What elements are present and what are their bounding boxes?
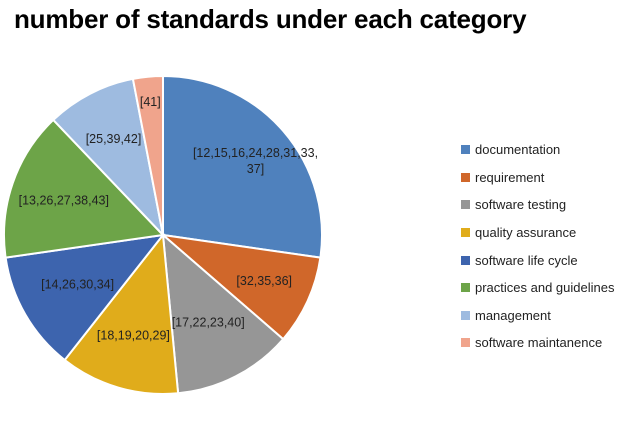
slice-label-quality-assurance: [18,19,20,29]: [97, 329, 170, 343]
legend-label: quality assurance: [475, 225, 577, 241]
slice-label-practices-and-guidelines: [13,26,27,38,43]: [19, 194, 109, 208]
legend-item-practices-and-guidelines: practices and guidelines: [461, 274, 633, 302]
legend-swatch: [461, 338, 470, 348]
pie-slice-software-testing: [161, 232, 285, 395]
slice-label-management: [25,39,42]: [86, 132, 142, 146]
slice-label-documentation: [12,15,16,24,28,31,33, 37]: [193, 146, 318, 176]
legend-item-software-maintanence: software maintanence: [461, 329, 633, 357]
legend-swatch: [461, 200, 470, 210]
legend-label: software maintanence: [475, 335, 603, 351]
legend-swatch: [461, 228, 470, 238]
legend-label: documentation: [475, 142, 561, 158]
legend-swatch: [461, 283, 470, 293]
legend-item-software-testing: software testing: [461, 191, 633, 219]
pie-slice-requirement: [159, 233, 322, 341]
pie-slice-documentation: [162, 74, 323, 259]
chart-title: number of standards under each category: [14, 4, 527, 34]
legend-swatch: [461, 172, 470, 182]
slice-label-software-life-cycle: [14,26,30,34]: [41, 277, 114, 291]
pie-slice-quality-assurance: [63, 232, 180, 395]
slice-label-software-maintanence: [41]: [140, 95, 161, 109]
legend-item-software-life-cycle: software life cycle: [461, 246, 633, 274]
legend-swatch: [461, 145, 470, 155]
chart-legend: documentation requirement software testing…: [461, 136, 633, 357]
slice-label-requirement: [32,35,36]: [236, 274, 292, 288]
pie-slice-practices-and-guidelines: [3, 118, 166, 259]
legend-item-requirement: requirement: [461, 164, 633, 192]
legend-item-management: management: [461, 302, 633, 330]
legend-label: practices and guidelines: [475, 280, 615, 296]
pie-slice-software-maintanence: [131, 74, 164, 236]
legend-label: software testing: [475, 197, 567, 213]
pie-slice-software-life-cycle: [4, 233, 166, 362]
legend-item-documentation: documentation: [461, 136, 633, 164]
legend-label: software life cycle: [475, 252, 578, 268]
legend-label: requirement: [475, 169, 545, 185]
legend-label: management: [475, 307, 551, 323]
legend-swatch: [461, 255, 470, 265]
pie-slice-management: [51, 77, 165, 239]
legend-swatch: [461, 310, 470, 320]
legend-item-quality-assurance: quality assurance: [461, 219, 633, 247]
slice-label-software-testing: [17,22,23,40]: [172, 316, 245, 330]
